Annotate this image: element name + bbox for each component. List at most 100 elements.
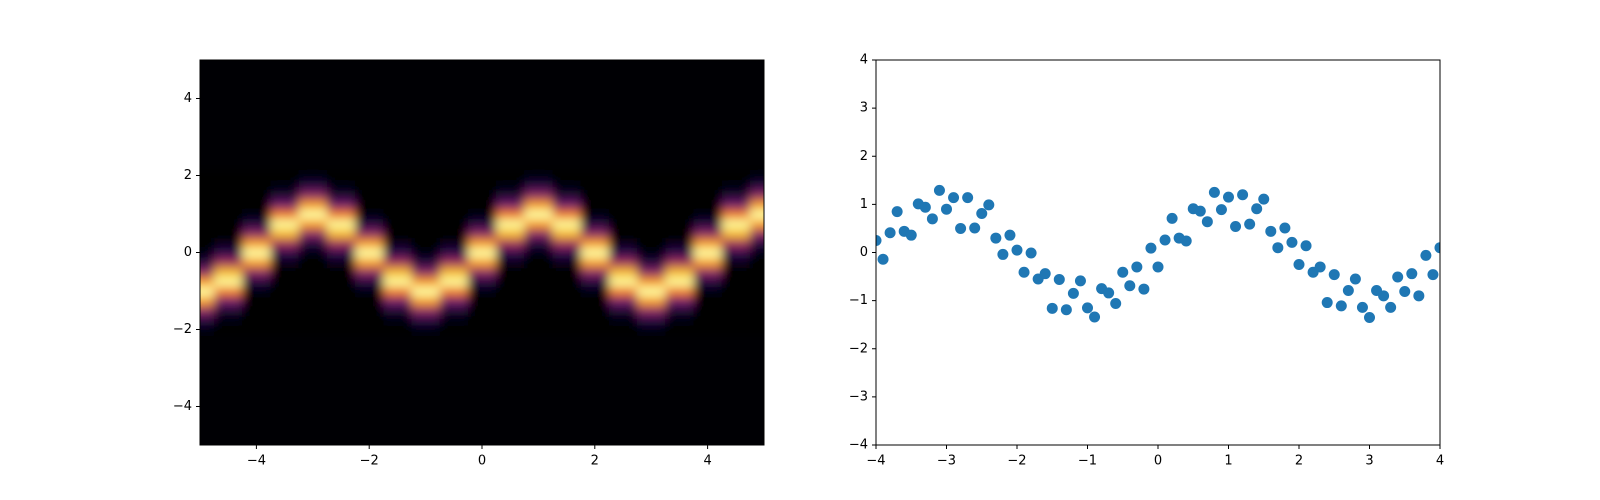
heatmap-cell	[637, 180, 666, 191]
heatmap-cell	[439, 286, 469, 297]
heatmap-cell	[355, 276, 384, 287]
scatter-point	[1018, 266, 1030, 278]
heatmap-cell	[496, 180, 525, 191]
heatmap-cell	[298, 257, 328, 268]
heatmap-cell	[496, 315, 525, 326]
scatter-point	[1399, 285, 1411, 297]
heatmap-cell	[298, 189, 328, 201]
heatmap-cell	[411, 305, 441, 316]
heatmap-cell	[298, 266, 328, 278]
scatter-point	[1293, 259, 1305, 271]
heatmap-cell	[580, 199, 610, 210]
scatter-point	[1244, 218, 1256, 230]
x-tick-label: −1	[1078, 454, 1097, 469]
heatmap-cell	[242, 199, 272, 210]
heatmap-cell	[298, 238, 328, 249]
heatmap-cell	[383, 170, 413, 181]
heatmap-cell	[355, 218, 384, 230]
heatmap-cell	[552, 180, 582, 191]
heatmap-cell	[693, 305, 723, 316]
scatter-point	[876, 234, 882, 246]
heatmap-cell	[411, 266, 441, 278]
y-tick-label: −4	[849, 438, 868, 453]
x-tick-label: 1	[1224, 454, 1232, 469]
heatmap-cell	[270, 257, 300, 268]
heatmap-cell	[326, 305, 356, 316]
heatmap-cell	[298, 286, 328, 297]
heatmap-cell	[214, 180, 243, 191]
heatmap-cell	[242, 228, 272, 239]
heatmap-cell	[326, 286, 356, 297]
scatter-point	[1004, 229, 1016, 241]
scatter-point	[1082, 302, 1093, 314]
heatmap-cell	[298, 170, 328, 181]
heatmap-cell	[637, 286, 666, 297]
heatmap-cell	[665, 238, 695, 249]
heatmap-cell	[411, 315, 441, 326]
scatter-point	[1053, 273, 1065, 285]
heatmap-cell	[439, 199, 469, 210]
scatter-point	[1286, 236, 1298, 248]
heatmap-cell	[524, 189, 554, 201]
heatmap-cell	[496, 305, 525, 316]
heatmap-cell	[200, 180, 215, 191]
heatmap-cell	[326, 189, 356, 201]
heatmap-cell	[439, 324, 469, 335]
heatmap-cell	[355, 295, 384, 307]
heatmap-cell	[214, 228, 243, 239]
heatmap-cell	[439, 228, 469, 239]
scatter-point	[919, 201, 931, 213]
heatmap-cell	[242, 238, 272, 249]
heatmap-cell	[439, 295, 469, 307]
heatmap-cell	[411, 180, 441, 191]
heatmap-cell	[552, 228, 582, 239]
heatmap-cell	[693, 276, 723, 287]
heatmap-cell	[496, 218, 525, 230]
heatmap-cell	[298, 209, 328, 220]
heatmap-cell	[383, 257, 413, 268]
scatter-point	[1349, 273, 1361, 285]
heatmap-cell	[693, 257, 723, 268]
heatmap-cell	[665, 209, 695, 220]
scatter-point	[1046, 302, 1058, 314]
heatmap-cell	[411, 295, 441, 307]
heatmap-cell	[383, 238, 413, 249]
heatmap-cell	[496, 286, 525, 297]
scatter-point	[1342, 285, 1354, 297]
heatmap-cell	[637, 315, 666, 326]
heatmap-cell	[214, 199, 243, 210]
heatmap-cell	[411, 276, 441, 287]
scatter-point	[1335, 300, 1347, 312]
scatter-point	[1103, 287, 1115, 299]
scatter-point	[1356, 301, 1368, 313]
heatmap-cell	[608, 295, 638, 307]
heatmap-cell	[439, 170, 469, 181]
heatmap-cell	[665, 295, 695, 307]
heatmap-cell	[326, 238, 356, 249]
heatmap-cell	[552, 286, 582, 297]
scatter-point	[1060, 304, 1072, 316]
heatmap-cell	[721, 315, 751, 326]
heatmap-cell	[467, 305, 497, 316]
scatter-point	[1378, 290, 1390, 302]
heatmap-cell	[524, 305, 554, 316]
heatmap-cell	[270, 238, 300, 249]
heatmap-cell	[200, 305, 215, 316]
heatmap-cell	[552, 218, 582, 230]
heatmap-cell	[355, 315, 384, 326]
heatmap-cell	[242, 189, 272, 201]
heatmap-cell	[200, 238, 215, 249]
scatter-point	[1251, 203, 1263, 215]
heatmap-cell	[524, 276, 554, 287]
scatter-point	[969, 222, 981, 234]
x-tick-label: 2	[1295, 454, 1303, 469]
scatter-point	[1258, 193, 1270, 205]
heatmap-cell	[665, 276, 695, 287]
heatmap-cell	[693, 247, 723, 258]
heatmap-cell	[355, 238, 384, 249]
heatmap-cell	[749, 305, 764, 316]
heatmap-cell	[298, 315, 328, 326]
x-tick-label: 4	[1436, 454, 1444, 469]
heatmap-cell	[608, 228, 638, 239]
heatmap-cell	[242, 218, 272, 230]
